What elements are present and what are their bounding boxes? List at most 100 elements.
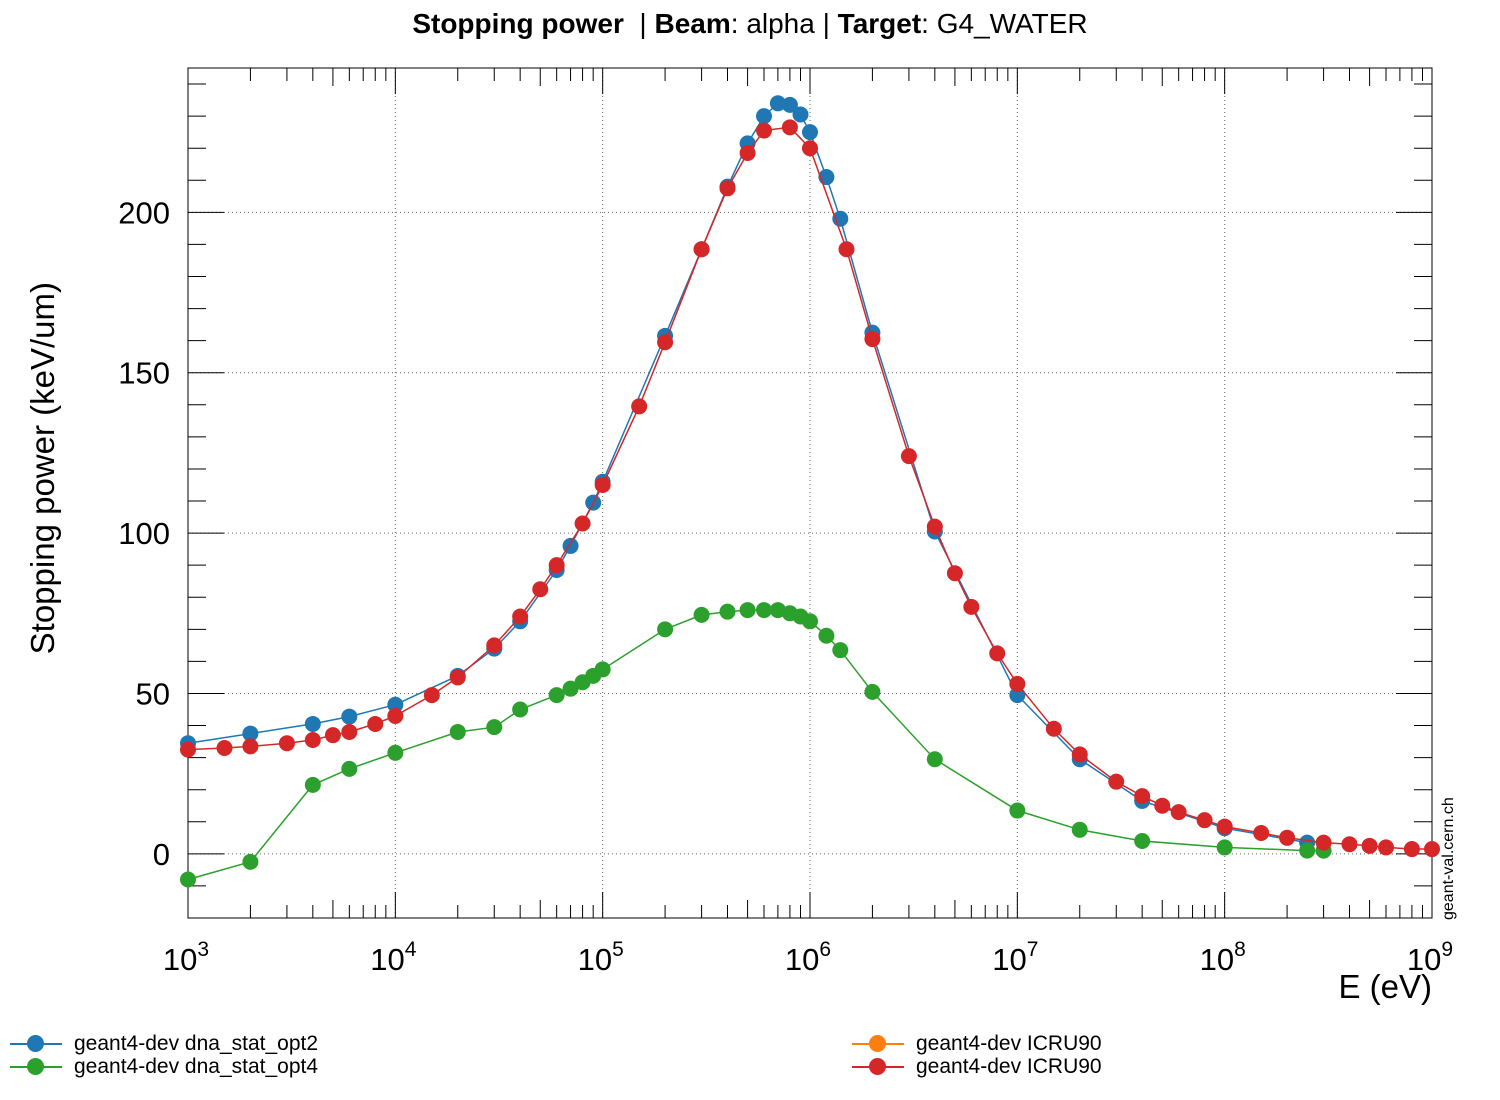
y-tick-label: 100	[118, 516, 170, 551]
data-point	[1403, 841, 1420, 858]
data-point	[1134, 788, 1151, 805]
legend-item: geant4-dev dna_stat_opt4	[10, 1055, 318, 1078]
data-point	[864, 683, 881, 700]
data-point	[802, 613, 818, 630]
data-point	[548, 687, 565, 704]
data-point	[341, 760, 358, 777]
data-point	[802, 124, 818, 141]
data-point	[963, 598, 980, 615]
plot-frame	[187, 67, 1433, 919]
x-tick-exponent: 8	[1234, 938, 1246, 961]
data-point	[657, 334, 674, 351]
data-point	[1170, 804, 1187, 821]
watermark: geant-val.cern.ch	[1440, 797, 1457, 920]
x-axis-label: E (eV)	[1338, 968, 1432, 1005]
data-point	[1071, 746, 1088, 763]
data-point	[864, 331, 881, 348]
data-point	[387, 707, 404, 724]
data-point	[1279, 829, 1296, 846]
x-tick-exponent: 6	[819, 938, 831, 961]
title-target-value: G4_WATER	[936, 8, 1088, 39]
data-point	[594, 661, 611, 678]
data-point	[1361, 837, 1378, 854]
data-point	[1216, 839, 1233, 856]
data-point	[781, 119, 798, 136]
data-point	[926, 518, 943, 535]
data-point	[278, 735, 295, 752]
x-tick-label: 104	[370, 938, 416, 977]
data-point	[657, 621, 674, 638]
y-tick-label: 150	[118, 356, 170, 391]
legend-swatch	[10, 1055, 62, 1078]
data-point	[512, 701, 529, 718]
data-point	[1216, 818, 1233, 835]
x-tick-label: 106	[785, 938, 831, 977]
plot-area	[188, 68, 1432, 918]
data-point	[1253, 825, 1270, 841]
y-tick-label: 0	[153, 837, 170, 872]
x-tick-base: 10	[785, 942, 819, 977]
x-tick-exponent: 9	[1441, 938, 1453, 961]
legend-label: geant4-dev ICRU90	[916, 1032, 1102, 1055]
data-point	[719, 603, 736, 620]
data-point	[574, 515, 591, 532]
x-tick-label: 105	[578, 938, 624, 977]
y-axis-label: Stopping power (keV/um)	[24, 282, 61, 654]
data-point	[387, 696, 404, 713]
data-point	[562, 680, 579, 697]
data-point	[324, 727, 341, 744]
x-tick-exponent: 3	[197, 938, 209, 961]
y-tick-label: 200	[118, 195, 170, 230]
data-point	[423, 687, 440, 704]
data-point	[1071, 821, 1088, 838]
data-point	[1196, 812, 1213, 829]
data-point	[900, 448, 917, 465]
data-point	[449, 669, 466, 686]
data-point	[1108, 773, 1125, 790]
data-point	[719, 180, 736, 197]
x-tick-base: 10	[1200, 942, 1234, 977]
data-point	[242, 725, 259, 742]
data-point	[756, 108, 773, 125]
data-point	[1134, 833, 1151, 850]
data-point	[756, 602, 773, 619]
data-point	[548, 557, 565, 574]
legend-item: geant4-dev ICRU90	[852, 1055, 1102, 1078]
title-beam-label: Beam	[654, 8, 731, 39]
data-point	[832, 210, 849, 227]
data-point	[739, 145, 756, 161]
legend-item: geant4-dev dna_stat_opt2	[10, 1032, 318, 1055]
legend-swatch	[852, 1032, 904, 1055]
data-point	[242, 853, 259, 870]
data-point	[1424, 841, 1440, 858]
data-point	[1378, 839, 1395, 856]
x-tick-base: 10	[578, 942, 612, 977]
data-point	[838, 241, 855, 258]
data-point	[387, 744, 404, 761]
data-point	[631, 398, 648, 415]
chart-title: Stopping power | Beam: alpha | Target: G…	[412, 8, 1088, 39]
data-point	[532, 581, 549, 598]
x-tick-base: 10	[163, 942, 197, 977]
data-point	[594, 476, 611, 493]
data-point	[1009, 802, 1026, 819]
x-tick-label: 107	[992, 938, 1038, 977]
series-geant4-dev-icru90	[180, 119, 1440, 858]
data-point	[792, 106, 809, 123]
data-point	[946, 565, 963, 582]
data-point	[486, 719, 503, 736]
title-quantity: Stopping power	[412, 8, 624, 39]
x-tick-base: 10	[370, 942, 404, 977]
legend-swatch	[10, 1032, 62, 1055]
data-point	[769, 95, 786, 112]
data-point	[304, 776, 321, 793]
x-tick-exponent: 7	[1027, 938, 1039, 961]
data-point	[1315, 834, 1332, 851]
x-tick-label: 103	[163, 938, 209, 977]
legend-item: geant4-dev ICRU90	[852, 1032, 1102, 1055]
data-point	[769, 602, 786, 619]
data-point	[449, 723, 466, 740]
data-point	[341, 723, 358, 740]
x-tick-base: 10	[1407, 942, 1441, 977]
